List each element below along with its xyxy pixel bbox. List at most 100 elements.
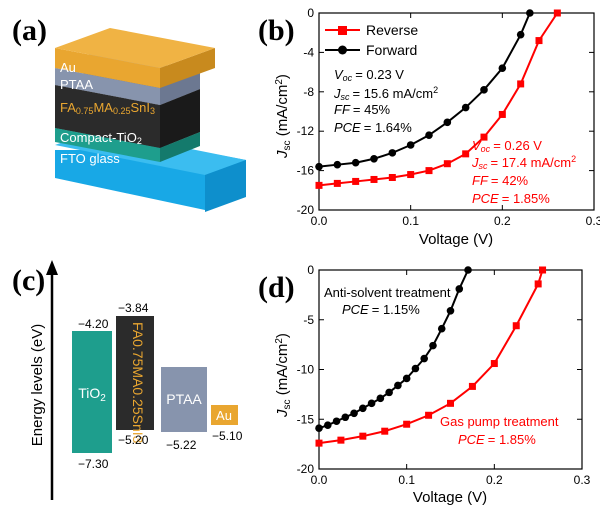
device-stack: Au PTAA FA0.75MA0.25SnI3 Compact-TiO2 FT… xyxy=(55,28,246,212)
chart-d-series-1-point xyxy=(359,432,367,440)
chart-d-series-0-point xyxy=(402,374,411,383)
forward-pce: PCE = 1.64% xyxy=(334,120,412,135)
antisolvent-pce: PCE = 1.15% xyxy=(342,302,420,317)
chart-b-series-0-point xyxy=(553,9,561,17)
chart-b-xtick-label: 0.0 xyxy=(311,214,328,228)
chart-d-series-0-point xyxy=(332,417,341,426)
ptaa-bottom-value: −5.22 xyxy=(166,438,197,452)
chart-d-ytick-label: 0 xyxy=(307,263,314,277)
chart-b-ytick-label: -8 xyxy=(303,85,314,99)
perovskite-top-value: −3.84 xyxy=(118,301,149,315)
layer-label-au: Au xyxy=(60,60,76,75)
reverse-ff: FF = 42% xyxy=(472,173,529,188)
chart-b-series-0-point xyxy=(388,173,396,181)
bar-ptaa-label: PTAA xyxy=(166,391,202,407)
chart-d-ylabel: Jsc (mA/cm2) xyxy=(274,333,293,418)
legend-forward-marker xyxy=(338,45,347,55)
chart-d-series-0-point xyxy=(420,354,429,363)
chart-b-xtick-label: 0.1 xyxy=(402,214,419,228)
chart-b-legend: Reverse Forward xyxy=(325,22,418,58)
chart-d-xtick-label: 0.2 xyxy=(486,473,503,487)
chart-b-forward-annotation: Voc = 0.23 V Jsc = 15.6 mA/cm2 FF = 45% PCE… xyxy=(333,67,438,135)
tio2-top-value: −4.20 xyxy=(78,317,109,331)
reverse-voc: Voc = 0.26 V xyxy=(472,138,542,154)
chart-b-series-1-point xyxy=(498,64,507,72)
chart-d-series-1-point xyxy=(534,280,542,288)
chart-b-series-0-point xyxy=(498,110,506,118)
layer-au xyxy=(55,28,215,88)
chart-b-series-0-point xyxy=(370,175,378,183)
chart-d-xtick-label: 0.1 xyxy=(398,473,415,487)
layer-label-ptaa: PTAA xyxy=(60,77,93,92)
chart-d-ytick-label: -15 xyxy=(297,412,315,426)
gaspump-title: Gas pump treatment xyxy=(440,414,559,429)
chart-d-series-0-point xyxy=(323,421,332,430)
chart-d-series-0-point xyxy=(350,409,358,418)
chart-b-frame xyxy=(318,12,595,211)
chart-d-series-0-point xyxy=(376,394,385,403)
chart-d-series-1-point xyxy=(425,411,433,419)
chart-b-series-1-point xyxy=(370,154,378,163)
chart-b-xlabel: Voltage (V) xyxy=(419,231,493,248)
chart-d-ytick-label: -10 xyxy=(297,363,315,377)
energy-ylabel: Energy levels (eV) xyxy=(29,324,46,447)
chart-b-series-1-point xyxy=(526,9,534,17)
chart-d-annotations: Anti-solvent treatment PCE = 1.15% Gas pu… xyxy=(324,285,559,447)
bar-au-label: Au xyxy=(216,408,232,423)
chart-d-series-0-point xyxy=(455,285,464,293)
bar-perovskite-label: FA0.75MA0.25SnI3 xyxy=(130,322,146,444)
gaspump-pce: PCE = 1.85% xyxy=(458,432,536,447)
chart-b-xtick-label: 0.3 xyxy=(586,214,600,228)
panel-label-a: (a) xyxy=(12,14,47,47)
chart-b-series-0-point xyxy=(425,167,433,175)
chart-b-series-1-point xyxy=(461,103,470,112)
chart-b-series-1-point xyxy=(425,131,433,139)
bar-ptaa xyxy=(161,367,207,432)
chart-d-ytick-label: -5 xyxy=(303,313,314,327)
chart-d-series-1-point xyxy=(468,382,476,390)
forward-jsc: Jsc = 15.6 mA/cm2 xyxy=(333,85,438,102)
chart-b-series-0-point xyxy=(443,160,451,168)
chart-d-series-1-point xyxy=(381,427,389,435)
bar-tio2-label: TiO2 xyxy=(78,385,106,404)
perovskite-bottom-value: −5.20 xyxy=(118,433,149,447)
chart-b-series-0-point xyxy=(535,37,543,45)
chart-b-ytick-label: -20 xyxy=(297,203,315,217)
chart-d-series-0-point xyxy=(367,399,376,408)
chart-b-reverse-annotation: Voc = 0.26 V Jsc = 17.4 mA/cm2 FF = 42% PCE… xyxy=(471,138,576,206)
chart-d-series-0-point xyxy=(446,306,455,315)
panel-label-b: (b) xyxy=(258,14,295,47)
chart-d-series-1-line xyxy=(318,269,544,445)
chart-d-series-0-point xyxy=(359,404,367,413)
chart-d-series-0-point xyxy=(315,424,323,433)
chart-d-series-0-point xyxy=(394,381,402,390)
chart-b-series-1-point xyxy=(388,149,397,157)
reverse-pce: PCE = 1.85% xyxy=(472,191,550,206)
antisolvent-title: Anti-solvent treatment xyxy=(324,285,451,300)
chart-d-series-1-point xyxy=(337,436,345,444)
chart-b-series-0-point xyxy=(480,133,488,141)
legend-forward-label: Forward xyxy=(366,42,417,58)
reverse-jsc: Jsc = 17.4 mA/cm2 xyxy=(471,154,576,171)
chart-b-ytick-label: -12 xyxy=(297,124,315,138)
tio2-bottom-value: −7.30 xyxy=(78,457,109,471)
chart-b-series-1-point xyxy=(480,86,488,94)
chart-b-series-0-point xyxy=(333,179,341,187)
chart-b-ylabel: Jsc (mA/cm2) xyxy=(274,74,293,159)
chart-b-series-1-point xyxy=(406,141,415,149)
chart-d-series-1-point xyxy=(512,322,520,330)
chart-d-series-0-point xyxy=(437,324,446,333)
chart-d-series-0-point xyxy=(411,364,420,373)
bar-au xyxy=(211,405,238,425)
chart-b-ytick-label: -16 xyxy=(297,164,315,178)
chart-b-series-1-point xyxy=(315,162,323,171)
chart-d-series-0-point xyxy=(385,388,393,397)
chart-b-series-1-point xyxy=(351,158,360,167)
chart-b: 0.0 0.1 0.2 0.3 0 -4 -8 -12 -16 -20 xyxy=(297,6,600,228)
panel-label-d: (d) xyxy=(258,271,295,304)
energy-diagram: Energy levels (eV) TiO2 −4.20 −7.30 FA0.… xyxy=(29,260,243,500)
chart-b-xtick-label: 0.2 xyxy=(494,214,511,228)
panel-label-c: (c) xyxy=(12,264,45,297)
chart-d-series-1-point xyxy=(315,439,323,447)
